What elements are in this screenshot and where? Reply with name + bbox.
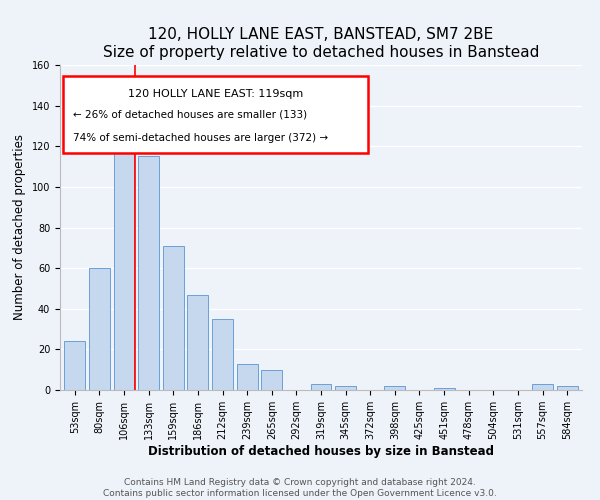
- Bar: [261, 370, 282, 390]
- Title: 120, HOLLY LANE EAST, BANSTEAD, SM7 2BE
Size of property relative to detached ho: 120, HOLLY LANE EAST, BANSTEAD, SM7 2BE …: [103, 28, 539, 60]
- Bar: [163, 246, 184, 390]
- Bar: [557, 386, 578, 390]
- Bar: [311, 384, 331, 390]
- FancyBboxPatch shape: [62, 76, 368, 153]
- Bar: [385, 386, 406, 390]
- X-axis label: Distribution of detached houses by size in Banstead: Distribution of detached houses by size …: [148, 445, 494, 458]
- Bar: [212, 319, 233, 390]
- Bar: [434, 388, 455, 390]
- Bar: [187, 294, 208, 390]
- Bar: [236, 364, 257, 390]
- Bar: [335, 386, 356, 390]
- Y-axis label: Number of detached properties: Number of detached properties: [13, 134, 26, 320]
- Text: ← 26% of detached houses are smaller (133): ← 26% of detached houses are smaller (13…: [73, 110, 307, 120]
- Text: Contains HM Land Registry data © Crown copyright and database right 2024.
Contai: Contains HM Land Registry data © Crown c…: [103, 478, 497, 498]
- Text: 120 HOLLY LANE EAST: 119sqm: 120 HOLLY LANE EAST: 119sqm: [128, 90, 303, 100]
- Bar: [532, 384, 553, 390]
- Text: 74% of semi-detached houses are larger (372) →: 74% of semi-detached houses are larger (…: [73, 133, 328, 143]
- Bar: [89, 268, 110, 390]
- Bar: [113, 144, 134, 390]
- Bar: [64, 341, 85, 390]
- Bar: [138, 156, 159, 390]
